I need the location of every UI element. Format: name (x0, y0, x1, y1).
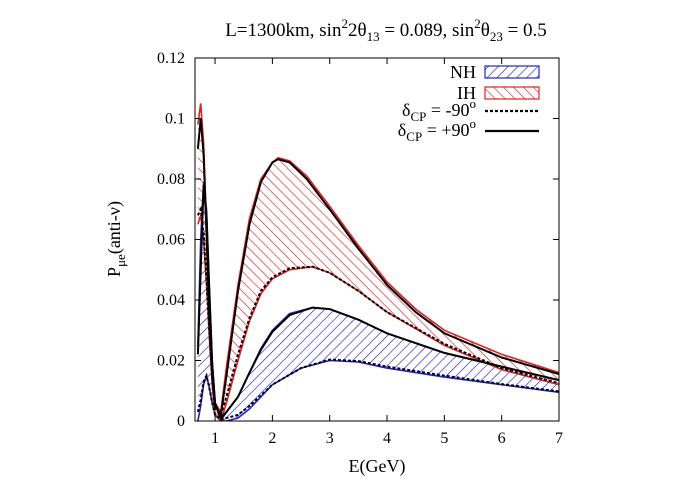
band-layer (197, 103, 559, 421)
y-axis-label: Pμe(anti-ν) (104, 201, 128, 277)
curve-nh-dashed (196, 358, 559, 421)
x-tick-label: 2 (268, 430, 276, 447)
y-tick-label: 0.08 (157, 171, 185, 188)
legend-label-dcp-minus90: δCP = -90o (402, 96, 476, 124)
legend-label-dcp-plus90: δCP = +90o (398, 116, 476, 144)
legend-swatch-ih (484, 86, 540, 100)
x-tick-label: 6 (498, 430, 506, 447)
band-ih (197, 103, 559, 421)
x-tick-label: 1 (211, 430, 219, 447)
band-nh (197, 182, 559, 421)
curve-nh-solid (196, 184, 559, 420)
curve-layer (196, 118, 559, 421)
x-tick-label: 4 (383, 430, 391, 447)
y-tick-label: 0.02 (157, 353, 185, 370)
legend: NH IH δCP = -90o δCP = +90o (398, 62, 540, 144)
y-tick-label: 0.06 (157, 232, 185, 249)
y-tick-label: 0 (177, 413, 185, 430)
x-axis-label: E(GeV) (349, 456, 406, 477)
y-tick-label: 0.1 (165, 111, 185, 128)
curve-ih-dashed (196, 205, 559, 417)
legend-label-ih: IH (457, 83, 476, 103)
legend-swatch-nh (484, 65, 540, 79)
x-tick-label: 5 (440, 430, 448, 447)
x-tick-label: 7 (555, 430, 563, 447)
y-tick-label: 0.12 (157, 50, 185, 67)
x-tick-label: 3 (326, 430, 334, 447)
legend-label-nh: NH (450, 62, 476, 82)
y-tick-label: 0.04 (157, 292, 185, 309)
tick-layer: 1 2 3 4 5 6 7 0 0.02 0.04 0.06 0.08 0.1 0.12 (157, 50, 563, 447)
band-nh-lower-edge (197, 359, 559, 421)
chart-title: L=1300km, sin22θ13 = 0.089, sin2θ23 = 0.… (225, 16, 547, 44)
